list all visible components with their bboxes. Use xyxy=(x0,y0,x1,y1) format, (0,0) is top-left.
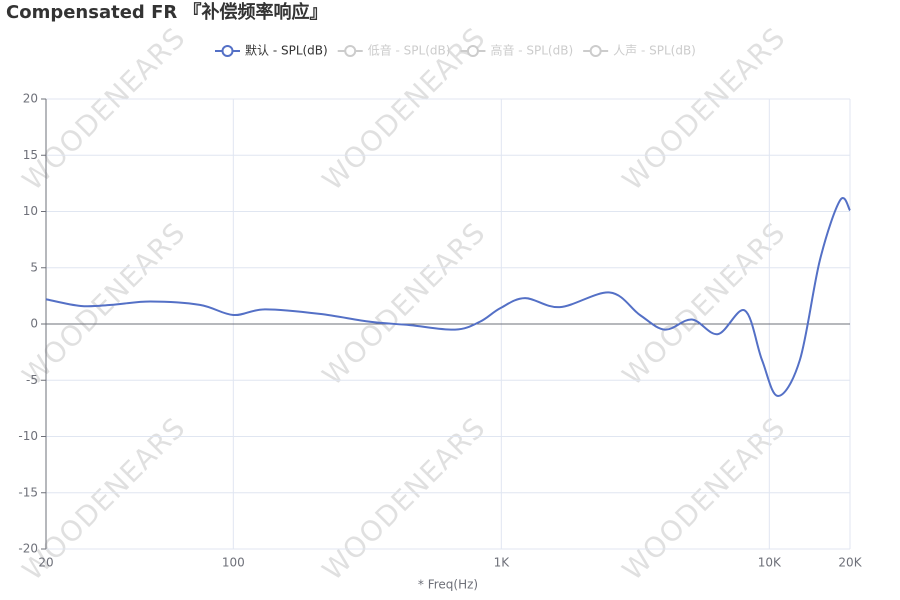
legend-label[interactable]: 高音 - SPL(dB) xyxy=(490,43,573,58)
y-tick-label: 5 xyxy=(30,260,38,274)
legend-symbol[interactable] xyxy=(589,45,602,57)
y-tick-label: -5 xyxy=(26,373,38,387)
legend-symbol[interactable] xyxy=(344,45,357,57)
watermark: WOODENEARS xyxy=(16,216,192,392)
y-tick-label: 20 xyxy=(23,92,38,106)
legend-label[interactable]: 人声 - SPL(dB) xyxy=(613,44,696,58)
x-tick-label: 20 xyxy=(38,556,53,570)
x-tick-label: 20K xyxy=(838,556,862,570)
y-tick-label: -15 xyxy=(18,485,38,499)
y-tick-label: 0 xyxy=(30,317,38,331)
x-tick-label: 100 xyxy=(222,556,245,570)
y-tick-label: -10 xyxy=(18,429,38,443)
series-line xyxy=(45,197,851,398)
watermark: WOODENEARS xyxy=(316,411,492,587)
watermark-layer: WOODENEARS WOODENEARS WOODENEARS WOODENEARS… xyxy=(16,21,792,587)
watermark: WOODENEARS xyxy=(16,21,192,197)
legend-label[interactable]: 低音 - SPL(dB) xyxy=(368,43,451,58)
x-axis-label: * Freq(Hz) xyxy=(418,578,478,592)
watermark: WOODENEARS xyxy=(316,216,492,392)
legend-symbol[interactable] xyxy=(466,45,479,57)
y-tick-label: 15 xyxy=(23,148,38,162)
y-tick-label: 10 xyxy=(23,204,38,218)
x-tick-label: 10K xyxy=(758,556,782,570)
y-tick-label: -20 xyxy=(18,542,38,556)
watermark: WOODENEARS xyxy=(616,216,792,392)
legend-label[interactable]: 默认 - SPL(dB) xyxy=(245,43,328,58)
legend-symbol[interactable] xyxy=(221,45,234,57)
x-tick-label: 1K xyxy=(494,556,511,570)
chart-title: Compensated FR 『补偿频率响应』 xyxy=(6,1,328,23)
